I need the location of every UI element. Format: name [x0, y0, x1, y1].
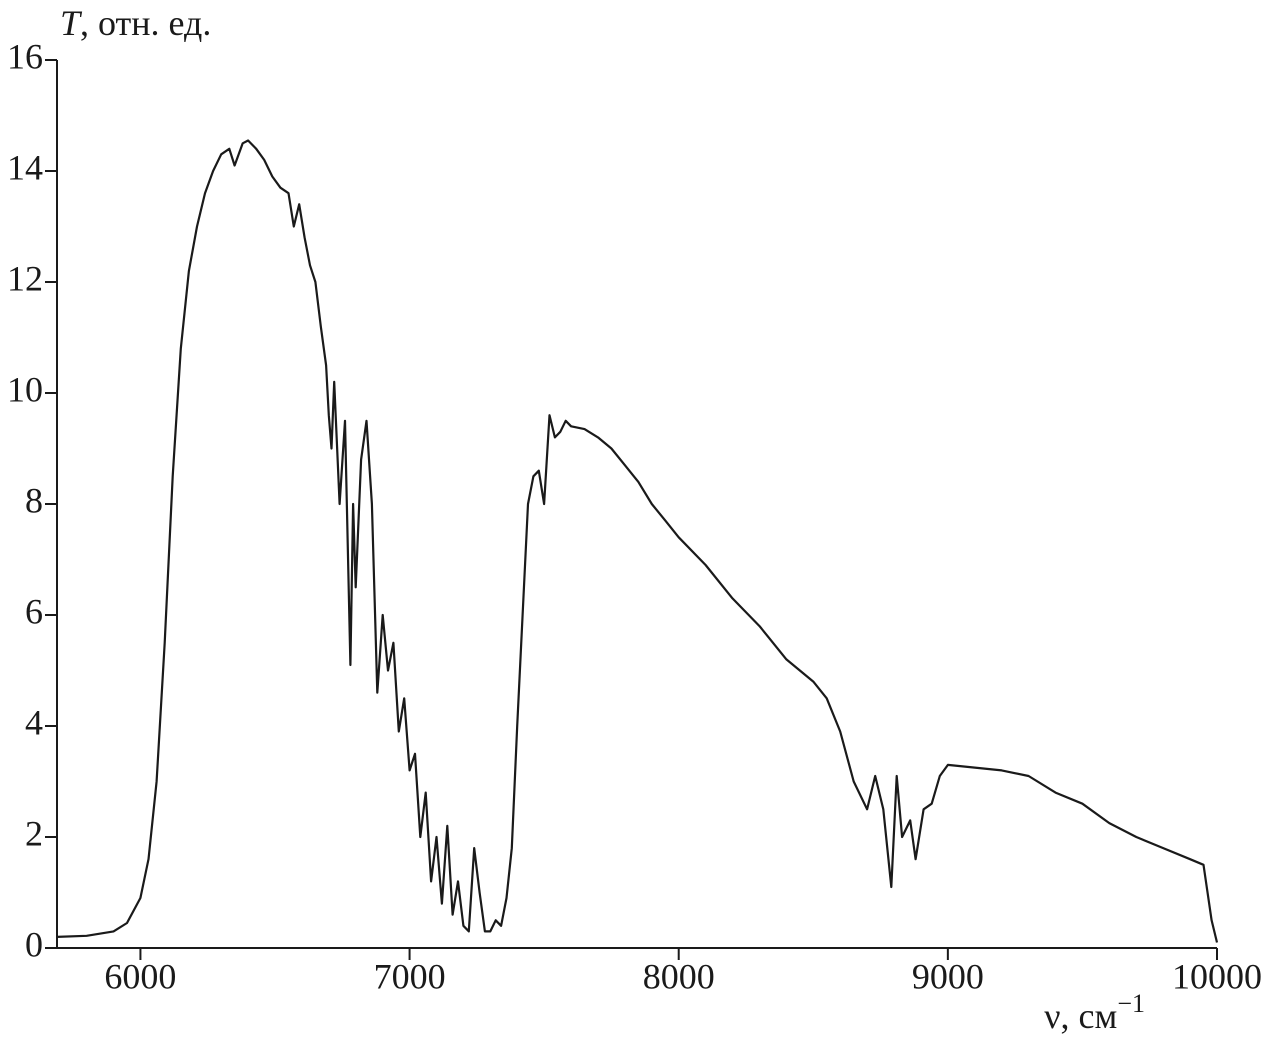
- x-label-text: ν, см: [1044, 996, 1117, 1036]
- x-axis-label: ν, см−1: [1044, 989, 1145, 1036]
- spectrum-line: [56, 139, 1219, 943]
- y-tick-label: 14: [7, 147, 43, 187]
- y-tick-label: 2: [25, 813, 43, 853]
- y-axis-label: T, отн. ед.: [60, 3, 211, 43]
- y-label-symbol: T: [60, 3, 83, 43]
- x-label-exponent: −1: [1117, 989, 1145, 1018]
- x-tick-label: 7000: [374, 956, 446, 996]
- y-tick-label: 16: [7, 36, 43, 76]
- y-tick-label: 8: [25, 480, 43, 520]
- y-tick-label: 10: [7, 369, 43, 409]
- x-tick-label: 6000: [104, 956, 176, 996]
- x-tick-label: 9000: [912, 956, 984, 996]
- y-tick-label: 4: [25, 702, 43, 742]
- y-tick-label: 6: [25, 591, 43, 631]
- y-tick-label: 0: [25, 924, 43, 964]
- x-tick-label: 8000: [643, 956, 715, 996]
- y-tick-label: 12: [7, 258, 43, 298]
- x-tick-label: 10000: [1172, 956, 1262, 996]
- y-label-text: , отн. ед.: [80, 3, 211, 43]
